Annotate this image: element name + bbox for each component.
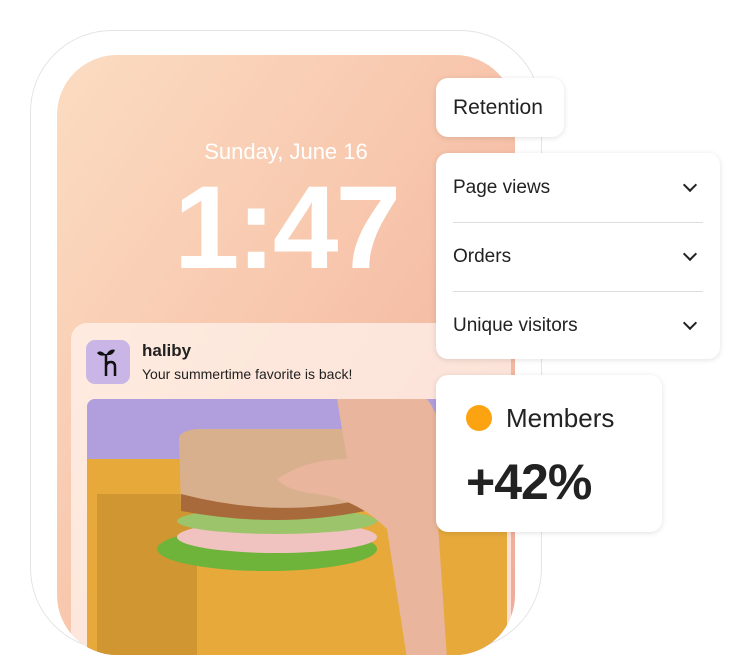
members-value: +42% bbox=[466, 454, 592, 510]
app-icon bbox=[86, 340, 130, 384]
sprout-icon bbox=[97, 349, 117, 376]
members-card: Members +42% bbox=[436, 375, 662, 532]
retention-card[interactable]: Retention bbox=[436, 78, 564, 137]
members-label: Members bbox=[506, 403, 615, 433]
metric-label: Unique visitors bbox=[453, 315, 578, 336]
metric-label: Orders bbox=[453, 246, 512, 267]
lock-date: Sunday, June 16 bbox=[204, 139, 368, 164]
metric-unique-visitors[interactable]: Unique visitors bbox=[453, 291, 703, 360]
chevron-down-icon[interactable] bbox=[682, 315, 698, 331]
app-name: haliby bbox=[142, 341, 192, 360]
metrics-dropdown-list: Page views Orders Unique visitors bbox=[436, 153, 720, 359]
metric-orders[interactable]: Orders bbox=[453, 222, 703, 291]
chevron-down-icon[interactable] bbox=[682, 246, 698, 262]
lock-screen: Sunday, June 16 1:47 haliby Your summert… bbox=[57, 55, 515, 655]
metric-label: Page views bbox=[453, 176, 551, 198]
notification-message: Your summertime favorite is back! bbox=[142, 366, 353, 382]
lock-time: 1:47 bbox=[173, 162, 401, 294]
metric-page-views[interactable]: Page views bbox=[453, 153, 703, 222]
chevron-down-icon[interactable] bbox=[682, 177, 698, 192]
status-dot-icon bbox=[466, 405, 492, 431]
